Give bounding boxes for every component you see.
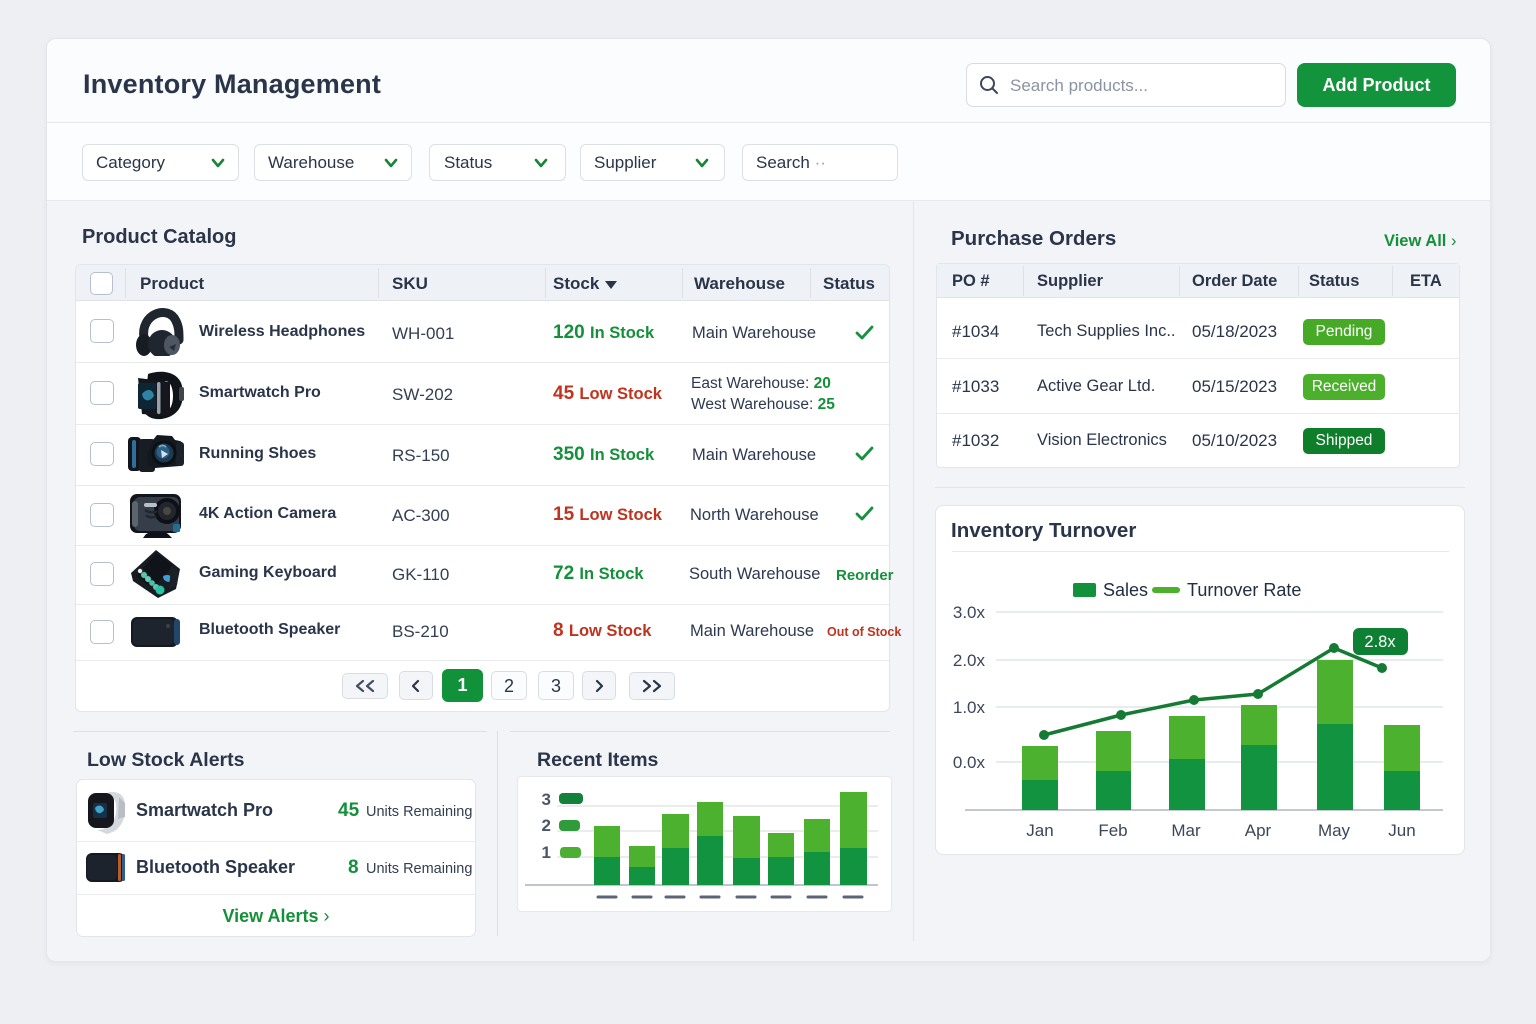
svg-text:2.0x: 2.0x	[953, 651, 986, 670]
svg-text:0.0x: 0.0x	[953, 753, 986, 772]
svg-text:Jan: Jan	[1026, 821, 1053, 840]
svg-text:Mar: Mar	[1171, 821, 1201, 840]
svg-text:1: 1	[542, 843, 551, 862]
svg-text:3.0x: 3.0x	[953, 603, 986, 622]
svg-text:2.8x: 2.8x	[1364, 633, 1396, 651]
svg-text:Sales: Sales	[1103, 580, 1148, 600]
svg-text:May: May	[1318, 821, 1351, 840]
svg-text:3: 3	[542, 790, 551, 809]
svg-text:Jun: Jun	[1388, 821, 1415, 840]
svg-text:Turnover Rate: Turnover Rate	[1187, 580, 1301, 600]
svg-text:1.0x: 1.0x	[953, 698, 986, 717]
svg-text:Feb: Feb	[1098, 821, 1127, 840]
svg-text:Apr: Apr	[1245, 821, 1272, 840]
svg-text:2: 2	[542, 816, 551, 835]
